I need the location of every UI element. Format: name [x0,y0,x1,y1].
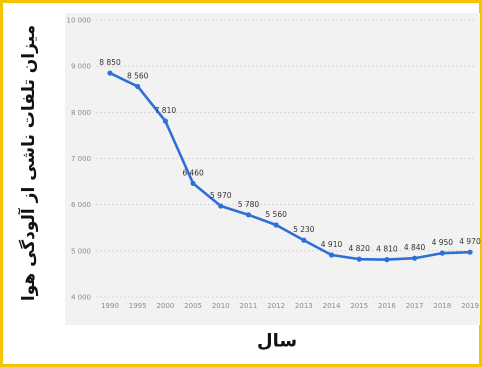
data-point [162,118,168,124]
data-point [301,237,307,243]
data-label: 4 950 [432,238,454,247]
data-point [412,255,418,261]
x-tick-label: 2016 [378,302,396,310]
data-label: 5 230 [293,225,315,234]
y-tick-label: 9 000 [71,63,91,71]
x-tick-label: 2000 [156,302,174,310]
x-tick-label: 2015 [350,302,368,310]
y-tick-label: 6 000 [71,201,91,209]
data-label: 6 460 [182,168,204,177]
x-tick-label: 2012 [267,302,285,310]
y-tick-label: 4 000 [71,294,91,302]
x-tick-label: 2013 [295,302,313,310]
data-label: 8 560 [127,71,149,80]
data-point [135,83,141,90]
x-tick-label: 2019 [461,302,479,310]
series-line [109,71,471,261]
x-tick-label: 1995 [129,302,147,310]
x-tick-label: 2005 [184,302,202,310]
data-point [439,250,445,256]
x-axis-label: سال [256,330,298,352]
y-tick-label: 7 000 [71,155,91,163]
data-label: 5 780 [238,200,260,209]
data-point [328,252,335,258]
data-point [384,257,390,263]
data-label: 4 910 [321,240,343,249]
data-label: 8 850 [99,58,121,67]
data-label: 4 970 [459,237,481,246]
data-point [218,203,224,209]
x-tick-label: 2018 [433,302,451,310]
y-tick-label: 8 000 [71,109,91,117]
data-label: 7 810 [155,106,177,115]
data-label: 5 970 [210,191,232,200]
data-point [356,256,362,262]
data-label: 4 840 [404,243,426,252]
data-point [190,180,196,187]
y-tick-label: 5 000 [71,247,91,255]
x-tick-label: 2011 [240,302,258,310]
x-tick-label: 2017 [406,302,424,310]
data-point [107,70,113,76]
x-tick-label: 1990 [101,302,119,310]
x-tick-label: 2010 [212,302,230,310]
data-label: 4 810 [376,245,398,254]
data-point [245,212,252,218]
data-point [273,222,279,228]
x-tick-label: 2014 [323,302,341,310]
plot-area [65,13,480,325]
data-label: 5 560 [265,210,287,219]
data-label: 4 820 [348,244,370,253]
y-tick-label: 10 000 [67,17,92,25]
data-point [467,249,473,255]
